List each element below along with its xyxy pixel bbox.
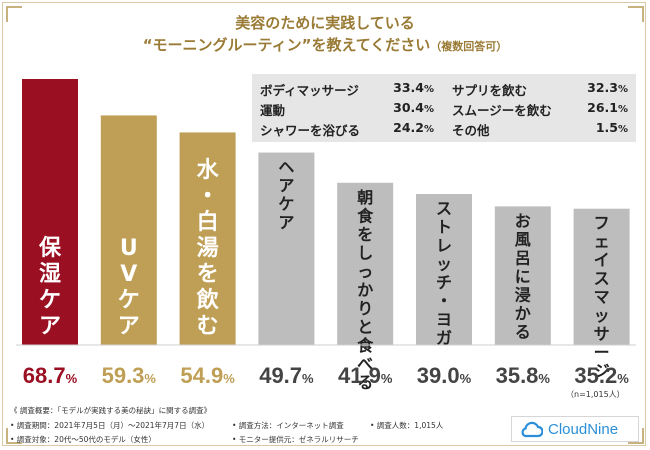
frame-corner (628, 428, 644, 444)
frame-corner (6, 428, 22, 444)
bar-value-label: 49.7% (259, 363, 314, 388)
other-answer-value: 32.3% (587, 80, 628, 95)
bar-value-label: 35.2% (574, 363, 629, 388)
other-answer-value: 24.2% (393, 120, 434, 135)
other-answer-value: 30.4% (393, 100, 434, 115)
bar-category-label: 水・白湯を飲む (196, 158, 220, 339)
other-answer-label: その他 (452, 123, 490, 138)
bar-category-label: お風呂に浸かる (515, 211, 531, 341)
frame-corner (628, 6, 644, 22)
other-answer-value: 33.4% (393, 80, 434, 95)
other-answer-label: 運動 (260, 103, 286, 118)
bar-category-label: 朝食をしっかりと食べる (356, 188, 374, 392)
sample-size-note: （n=1,015人） (566, 390, 625, 399)
chart-bar (22, 79, 78, 345)
chart-bar (100, 115, 157, 345)
chart-bar (337, 182, 394, 345)
survey-method: • 調査方法：インターネット調査 (232, 421, 344, 430)
survey-count: • 調査人数：1,015人 (370, 421, 444, 430)
bar-category-label: 保湿ケア (38, 236, 62, 339)
other-answer-label: ボディマッサージ (260, 83, 359, 98)
bar-category-label: フェイスマッサージ (594, 214, 610, 381)
chart-bar (494, 206, 551, 345)
chart-title-note: （複数回答可） (430, 40, 508, 53)
chart-title-line2: “モーニングルーティン”を教えてください（複数回答可） (0, 34, 650, 55)
chart-bar (258, 152, 315, 345)
other-answer-label: スムージーを飲む (452, 103, 552, 118)
chart-title-line1: 美容のために実践している (235, 14, 415, 32)
cloud-icon (521, 421, 543, 438)
chart-bar (573, 208, 630, 345)
other-answer-value: 26.1% (587, 100, 628, 115)
frame-corner (6, 6, 22, 22)
bar-value-label: 59.3% (102, 363, 157, 388)
bar-value-label: 54.9% (180, 363, 235, 388)
bar-value-label: 41.9% (338, 363, 393, 388)
bar-value-label: 68.7% (23, 363, 78, 388)
bar-value-label: 39.0% (417, 363, 472, 388)
other-answer-label: サプリを飲む (452, 83, 528, 98)
survey-target: • 調査対象：20代～50代のモデル（女性） (10, 435, 156, 444)
other-answer-label: シャワーを浴びる (260, 123, 361, 138)
logo-text: CloudNine (548, 421, 619, 438)
other-answers-box: ボディマッサージ 33.4% サプリを飲む 32.3% 運動 30.4% スムージーを飲む 2… (252, 74, 636, 142)
survey-summary-heading: 《 調査概要：「モデルが実践する美の秘訣」に関する調査》 (10, 406, 212, 415)
page-frame (2, 2, 646, 446)
bar-category-label: ストレッチ・ヨガ (436, 199, 452, 348)
bar-category-label: U V ケア (118, 236, 140, 339)
other-answer-value: 1.5% (595, 120, 628, 135)
survey-provider: • モニター提供元：ゼネラルリサーチ (232, 435, 359, 444)
chart-title-main: “モーニングルーティン”を教えてください (142, 36, 431, 54)
bar-value-label: 35.8% (496, 363, 551, 388)
chart-bar (179, 132, 236, 345)
cloudnine-logo: CloudNine (511, 416, 639, 442)
bar-category-label: ヘアケア (278, 158, 294, 233)
chart-bar (416, 193, 472, 345)
survey-period: • 調査期間：2021年7月5日（月）～2021年7月7日（水） (10, 421, 210, 430)
